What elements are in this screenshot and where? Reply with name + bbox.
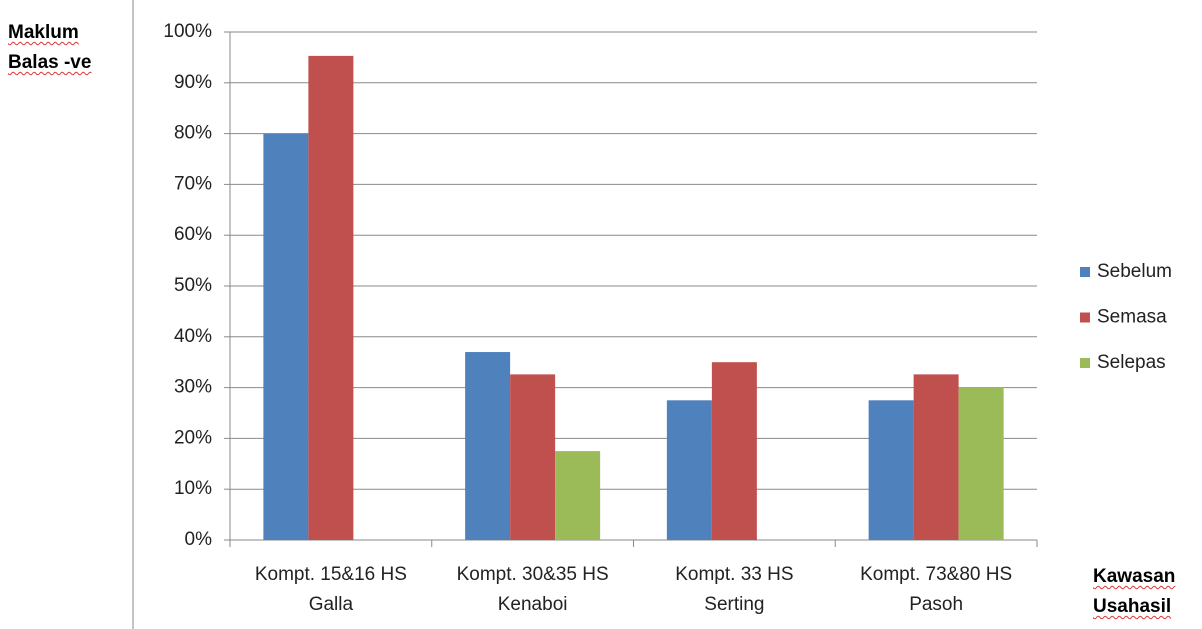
bar bbox=[308, 55, 354, 540]
bar bbox=[555, 451, 601, 540]
y-tick-label: 10% bbox=[174, 478, 212, 499]
x-tick-label: Kompt. 15&16 HS Galla bbox=[254, 564, 407, 615]
y-tick-label: 90% bbox=[174, 72, 212, 93]
bar bbox=[913, 374, 959, 540]
bar bbox=[711, 362, 757, 540]
x-tick-label: Kompt. 33 HS Serting bbox=[675, 564, 794, 615]
y-tick-label: 70% bbox=[174, 173, 212, 194]
legend-swatch bbox=[1080, 358, 1090, 368]
y-tick-label: 40% bbox=[174, 326, 212, 347]
y-tick-label: 0% bbox=[185, 529, 213, 550]
legend-label: Sebelum bbox=[1097, 261, 1172, 282]
x-tick-label: Kompt. 73&80 HS Pasoh bbox=[860, 564, 1013, 615]
legend-label: Selepas bbox=[1097, 352, 1166, 373]
y-tick-label: 60% bbox=[174, 224, 212, 245]
legend-swatch bbox=[1080, 312, 1090, 323]
y-axis-label: Maklum Balas -ve bbox=[8, 22, 92, 73]
legend-label: Semasa bbox=[1097, 307, 1167, 328]
legend-swatch bbox=[1080, 267, 1090, 277]
y-tick-label: 20% bbox=[174, 427, 212, 448]
bar bbox=[465, 352, 511, 540]
bar bbox=[510, 374, 556, 540]
x-tick-label: Kompt. 30&35 HS Kenaboi bbox=[456, 564, 609, 615]
bar bbox=[263, 133, 309, 540]
bar bbox=[958, 387, 1004, 540]
y-tick-label: 100% bbox=[163, 21, 212, 42]
y-tick-label: 50% bbox=[174, 275, 212, 296]
y-tick-label: 30% bbox=[174, 377, 212, 398]
y-tick-label: 80% bbox=[174, 123, 212, 144]
bar bbox=[666, 400, 712, 540]
bar bbox=[868, 400, 914, 540]
x-axis-label: Kawasan Usahasil bbox=[1093, 566, 1176, 617]
